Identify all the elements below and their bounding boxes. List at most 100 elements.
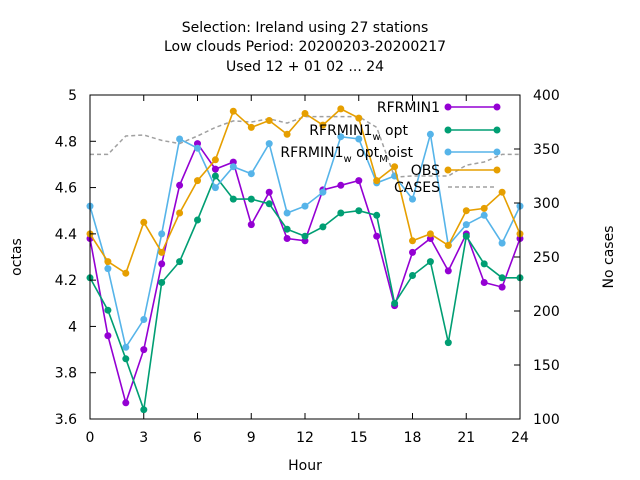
series-3-point [229, 163, 237, 171]
series-2-point [444, 339, 452, 347]
series-3-point [301, 202, 309, 210]
x-tick-label: 24 [511, 430, 529, 446]
x-tick-label: 15 [350, 430, 368, 446]
series-2-point [283, 225, 291, 233]
legend-label: RFRMIN1 [377, 100, 440, 116]
series-3-point [158, 230, 166, 238]
series-3-point [104, 265, 112, 273]
series-1-point [211, 165, 219, 173]
x-tick-label: 3 [139, 430, 148, 446]
y2-tick-label: 400 [533, 88, 560, 104]
series-layer [86, 105, 524, 414]
series-1-point [176, 181, 184, 189]
legend-marker [493, 148, 501, 156]
series-2-point [337, 209, 345, 217]
series-3-point [122, 343, 130, 351]
series-4-point [283, 130, 291, 138]
series-4-point [373, 177, 381, 185]
legend-marker [444, 148, 452, 156]
series-1-point [158, 260, 166, 268]
series-2-line [89, 174, 520, 410]
y-tick-label: 3.6 [55, 412, 77, 428]
series-4-point [122, 269, 130, 277]
y2-tick-label: 150 [533, 358, 560, 374]
series-4-point [229, 107, 237, 115]
title-line-1: Selection: Ireland using 27 stations [182, 20, 429, 36]
legend-label: RFRMIN1w opt [309, 123, 408, 143]
y-axis-label: octas [9, 238, 25, 276]
series-4-point [409, 237, 416, 245]
series-3-point [194, 144, 201, 152]
series-2-point [409, 272, 416, 279]
series-1-point [498, 283, 506, 291]
series-1-point [373, 232, 381, 240]
series-4-point [426, 230, 434, 238]
series-4-line [89, 107, 521, 275]
legend-marker [493, 103, 501, 111]
series-2-point [194, 216, 201, 224]
series-1-point [104, 332, 112, 340]
series-3-point [176, 135, 184, 143]
x-tick-label: 9 [247, 430, 256, 446]
series-2-point [211, 172, 219, 180]
y-tick-label: 4.2 [55, 273, 77, 289]
series-4-point [194, 177, 201, 185]
series-2-point [301, 232, 309, 240]
legend-item: CASES [394, 180, 497, 196]
legend-item: OBS [411, 163, 501, 179]
legend-marker [444, 103, 452, 111]
y2-tick-label: 200 [533, 304, 560, 320]
series-3-point [355, 135, 363, 143]
series-1-point [140, 346, 148, 354]
series-2-point [426, 258, 434, 266]
series-4-point [480, 204, 488, 212]
series-4 [86, 105, 524, 277]
series-3-point [426, 130, 434, 138]
series-2-point [391, 299, 399, 307]
legend-label: RFRMIN1w optMoist [280, 145, 413, 165]
legend-label: OBS [411, 163, 440, 179]
title-line-2: Low clouds Period: 20200203-20200217 [164, 39, 446, 55]
series-2-point [140, 406, 148, 414]
series-4-point [247, 123, 255, 131]
legend-item: RFRMIN1w opt [309, 123, 501, 143]
series-3-point [265, 140, 273, 148]
series-4-point [140, 218, 148, 226]
legend-item: RFRMIN1w optMoist [280, 145, 501, 165]
series-1-point [480, 279, 488, 286]
title-line-3: Used 12 + 01 02 ... 24 [226, 59, 384, 75]
series-1-point [337, 181, 345, 189]
series-4-point [355, 114, 363, 122]
series-4-point [498, 188, 506, 196]
series-2-point [480, 260, 488, 268]
y-tick-label: 3.8 [55, 366, 77, 382]
series-1-point [122, 399, 130, 407]
series-3-point [247, 170, 255, 178]
y-tick-label: 4 [68, 319, 77, 335]
series-2-point [462, 232, 470, 240]
y2-tick-label: 350 [533, 142, 560, 158]
series-4-point [462, 207, 470, 215]
series-3-point [140, 316, 148, 323]
series-2-point [247, 195, 255, 203]
cases-layer [90, 115, 520, 178]
series-1-point [265, 188, 273, 196]
series-2-point [229, 195, 237, 203]
legend-label: CASES [394, 180, 440, 196]
series-4-point [444, 241, 452, 249]
y-tick-label: 4.4 [55, 227, 77, 243]
y2-tick-label: 300 [533, 196, 560, 212]
x-tick-label: 21 [457, 430, 475, 446]
series-2-point [176, 258, 184, 266]
series-4-point [211, 156, 219, 164]
x-tick-label: 18 [404, 430, 422, 446]
legend-marker [493, 126, 501, 134]
series-2-point [104, 306, 112, 314]
series-2-point [373, 211, 381, 219]
series-2 [86, 172, 524, 414]
series-2-point [498, 274, 506, 282]
series-3-point [283, 209, 291, 217]
series-2-point [355, 207, 363, 215]
